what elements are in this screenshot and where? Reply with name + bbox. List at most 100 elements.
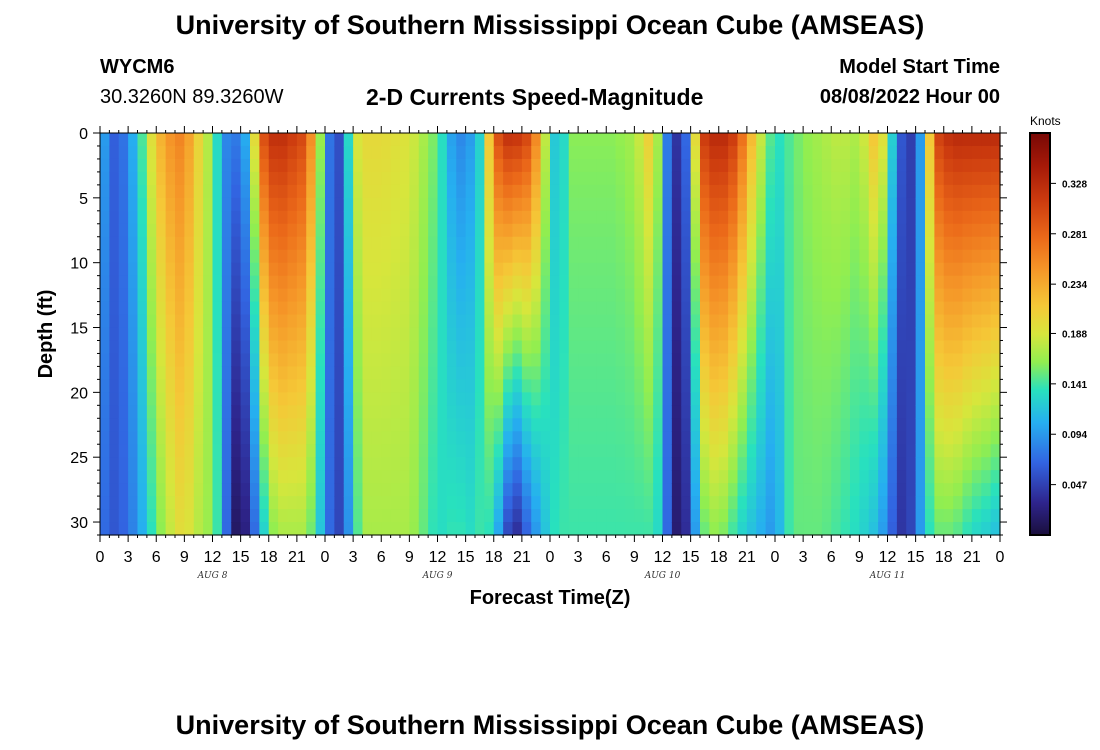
heatmap-cell (371, 314, 382, 329)
heatmap-cell (521, 522, 532, 536)
heatmap-cell (568, 275, 579, 290)
heatmap-cell (268, 366, 279, 380)
heatmap-cell (662, 509, 673, 523)
heatmap-cell (165, 301, 176, 316)
heatmap-cell (803, 171, 814, 186)
heatmap-cell (250, 133, 260, 147)
heatmap-cell (643, 158, 654, 173)
heatmap-cell (278, 392, 289, 406)
heatmap-cell (465, 444, 476, 458)
heatmap-cell (287, 197, 298, 212)
heatmap-cell (671, 496, 682, 510)
heatmap-cell (690, 457, 701, 471)
heatmap-cell (437, 470, 448, 484)
heatmap-cell (878, 496, 889, 510)
heatmap-cell (634, 197, 645, 212)
heatmap-cell (915, 327, 926, 342)
heatmap-cell (634, 327, 645, 342)
heatmap-cell (109, 301, 120, 316)
heatmap-cell (353, 496, 364, 510)
heatmap-cell (803, 133, 814, 147)
heatmap-cell (512, 197, 523, 212)
heatmap-cell (746, 301, 757, 316)
heatmap-cell (840, 236, 851, 251)
heatmap-cell (343, 145, 354, 160)
heatmap-cell (915, 431, 926, 445)
heatmap-cell (962, 171, 973, 186)
heatmap-cell (596, 522, 607, 536)
heatmap-cell (878, 483, 889, 497)
heatmap-cell (446, 366, 457, 380)
heatmap-cell (353, 262, 364, 277)
heatmap-cell (296, 483, 307, 497)
heatmap-cell (803, 522, 814, 536)
heatmap-cell (446, 301, 457, 316)
heatmap-cell (540, 418, 551, 432)
heatmap-cell (868, 457, 879, 471)
heatmap-cell (831, 249, 842, 264)
heatmap-cell (137, 431, 148, 445)
heatmap-cell (596, 301, 607, 316)
heatmap-cell (475, 145, 485, 160)
heatmap-cell (184, 392, 195, 406)
heatmap-cell (484, 301, 495, 316)
heatmap-cell (371, 483, 382, 497)
heatmap-cell (550, 405, 560, 419)
heatmap-cell (400, 288, 410, 303)
heatmap-cell (353, 145, 364, 160)
heatmap-cell (662, 522, 673, 536)
heatmap-cell (690, 405, 701, 419)
heatmap-cell (400, 392, 410, 406)
heatmap-cell (156, 483, 167, 497)
heatmap-cell (756, 184, 767, 199)
heatmap-cell (765, 483, 776, 497)
heatmap-cell (287, 444, 298, 458)
heatmap-cell (859, 314, 870, 329)
heatmap-cell (465, 133, 476, 147)
heatmap-cell (503, 444, 514, 458)
heatmap-cell (493, 288, 504, 303)
heatmap-cell (165, 483, 176, 497)
heatmap-cell (381, 236, 392, 251)
heatmap-cell (531, 509, 542, 523)
heatmap-cell (484, 236, 495, 251)
heatmap-cell (859, 262, 870, 277)
heatmap-cell (887, 353, 898, 368)
heatmap-cell (146, 457, 157, 471)
heatmap-cell (259, 223, 270, 238)
heatmap-cell (868, 249, 879, 264)
heatmap-cell (578, 236, 589, 251)
heatmap-cell (850, 483, 860, 497)
heatmap-cell (418, 301, 429, 316)
heatmap-cell (943, 262, 954, 277)
heatmap-cell (531, 470, 542, 484)
heatmap-cell (643, 301, 654, 316)
heatmap-cell (409, 197, 420, 212)
heatmap-cell (887, 444, 898, 458)
heatmap-cell (643, 418, 654, 432)
heatmap-cell (221, 314, 232, 329)
heatmap-cell (521, 496, 532, 510)
heatmap-cell (109, 496, 120, 510)
heatmap-cell (887, 275, 898, 290)
heatmap-cell (934, 366, 945, 380)
heatmap-cell (746, 353, 757, 368)
heatmap-cell (418, 288, 429, 303)
heatmap-cell (212, 236, 223, 251)
heatmap-cell (118, 457, 129, 471)
heatmap-cell (146, 405, 157, 419)
heatmap-cell (100, 197, 110, 212)
heatmap-cell (971, 210, 982, 225)
heatmap-cell (812, 236, 823, 251)
heatmap-cell (671, 457, 682, 471)
heatmap-cell (221, 470, 232, 484)
heatmap-cell (221, 522, 232, 536)
heatmap-cell (821, 236, 832, 251)
heatmap-cell (643, 210, 654, 225)
heatmap-cell (250, 418, 260, 432)
heatmap-cell (409, 392, 420, 406)
heatmap-cell (428, 249, 439, 264)
heatmap-cell (634, 444, 645, 458)
heatmap-cell (521, 158, 532, 173)
heatmap-cell (231, 314, 242, 329)
